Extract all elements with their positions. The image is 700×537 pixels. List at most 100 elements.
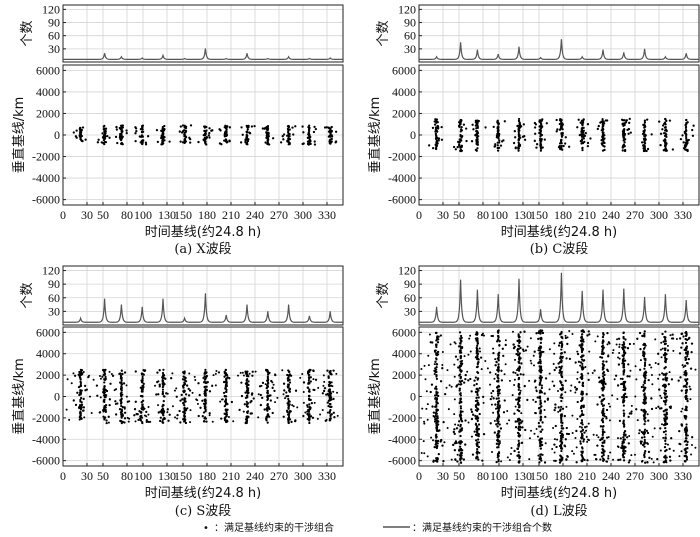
scatter-point [581,384,584,387]
scatter-point [658,120,661,123]
scatter-point [429,390,432,394]
scatter-point [666,349,670,352]
scatter-point [245,389,248,392]
scatter-point [532,398,535,401]
scatter-point [476,123,479,126]
scatter-point [72,131,75,134]
x-tick-label: 100 [490,469,508,483]
scatter-point [560,399,563,403]
scatter-point [603,397,606,401]
scatter-point [571,432,574,435]
scatter-point [683,440,687,443]
scatter-point [662,131,666,135]
scatter-point [581,362,584,365]
scatter-point [565,426,568,430]
baseline-y-tick-label: 2000 [36,368,60,382]
x-tick-label: 150 [530,469,548,483]
scatter-point [517,147,520,150]
scatter-point [581,146,584,149]
scatter-point [539,360,542,363]
scatter-point [453,341,456,344]
scatter-point [120,124,123,127]
scatter-point [685,443,688,446]
scatter-point [473,379,476,382]
scatter-point [553,451,556,454]
scatter-point [623,119,626,122]
scatter-point [142,382,145,386]
scatter-point [517,451,520,454]
scatter-point [539,453,543,456]
scatter-point [581,429,584,432]
scatter-point [470,435,473,438]
scatter-point [446,369,449,372]
scatter-point [282,133,286,136]
scatter-point [681,364,684,367]
scatter-point [145,418,148,422]
baseline-y-tick-label: 2000 [392,368,416,382]
scatter-point [301,142,304,146]
scatter-point [608,405,611,408]
scatter-point [266,391,270,395]
scatter-point [476,441,479,444]
scatter-point [157,380,160,383]
scatter-point [664,330,667,333]
scatter-point [581,374,584,377]
scatter-point [435,144,438,148]
scatter-point [622,130,626,133]
scatter-point [643,436,646,439]
scatter-point [476,370,479,374]
scatter-point [214,372,217,375]
scatter-point [459,405,462,408]
scatter-point [183,370,186,373]
scatter-point [571,414,574,417]
scatter-point [139,417,142,420]
scatter-point [459,383,462,386]
scatter-point [497,353,500,357]
scatter-point [326,401,329,404]
scatter-point [246,378,249,381]
scatter-point [327,375,330,378]
scatter-point [442,459,445,463]
scatter-point [204,406,207,409]
scatter-point [251,370,254,373]
scatter-point [496,432,499,435]
scatter-point [434,128,437,131]
x-tick-label: 100 [134,208,152,222]
scatter-point [557,362,560,365]
scatter-point [622,360,625,363]
scatter-point [660,397,663,400]
scatter-point [76,391,79,394]
scatter-point [139,415,142,418]
scatter-point [497,128,500,131]
scatter-point [287,130,290,133]
x-tick-label: 80 [477,469,489,483]
scatter-point [601,417,604,420]
scatter-point [476,143,479,146]
scatter-point [159,419,162,423]
scatter-point [686,362,689,365]
scatter-point [581,396,584,399]
scatter-point [666,377,669,380]
scatter-point [79,408,82,411]
scatter-point [119,402,123,405]
scatter-point [204,398,207,401]
scatter-point [601,399,604,402]
scatter-point [627,442,630,445]
scatter-point [495,360,498,363]
scatter-point [261,127,264,130]
scatter-point [515,398,518,401]
scatter-point [622,414,626,417]
x-tick-label: 210 [578,469,596,483]
scatter-point [650,374,653,377]
scatter-point [459,375,463,379]
scatter-point [572,452,575,455]
scatter-point [540,376,544,379]
scatter-point [679,137,683,141]
scatter-point [601,368,604,371]
scatter-point [203,129,206,133]
scatter-point [435,146,438,149]
scatter-point [223,419,227,422]
scatter-point [313,125,316,129]
scatter-point [266,421,269,424]
scatter-point [469,350,472,353]
